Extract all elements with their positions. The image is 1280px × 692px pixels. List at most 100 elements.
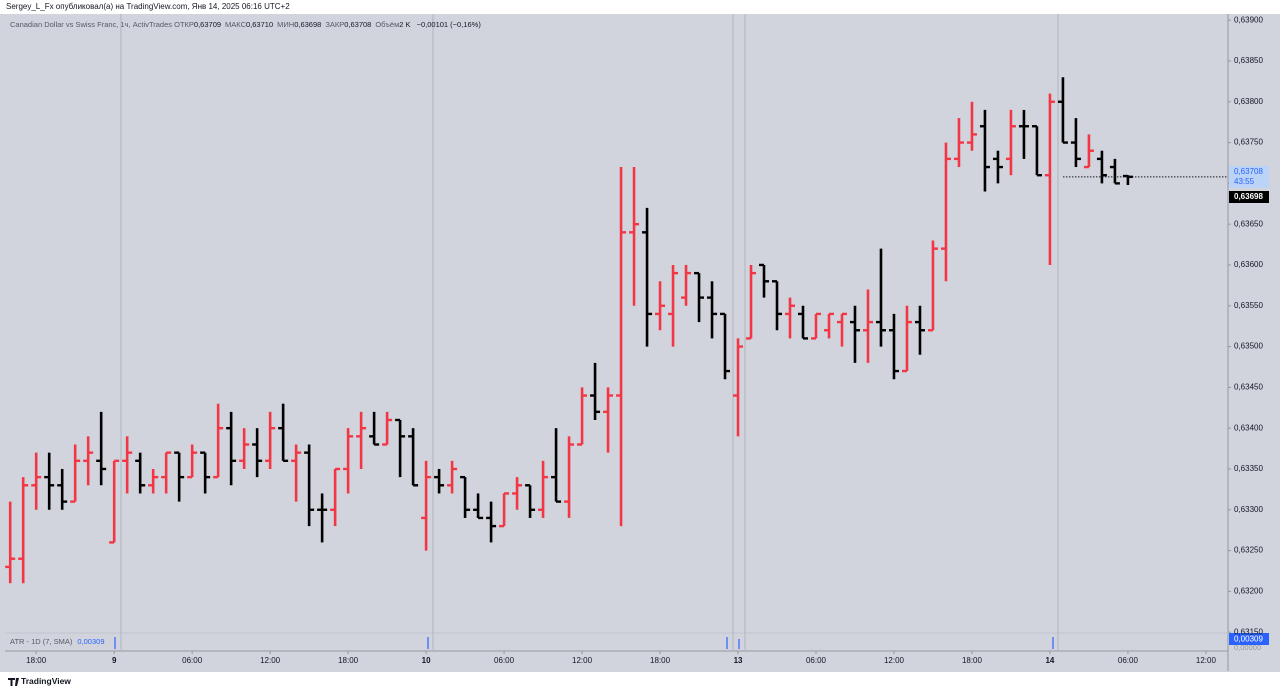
- ohlc-bar: [992, 150, 1003, 184]
- ohlc-bar: [681, 264, 692, 306]
- symbol: Canadian Dollar vs Swiss Franc, 1ч, Acti…: [10, 20, 173, 29]
- ohlc-bar: [317, 493, 328, 543]
- ohlc-bar: [1109, 158, 1120, 185]
- atr-title: ATR - 1D (7, SMA): [10, 637, 73, 646]
- ohlc-bar: [694, 271, 705, 323]
- ohlc-bar: [304, 444, 315, 527]
- x-tick-label: 12:00: [884, 656, 905, 665]
- ohlc-bar: [1096, 150, 1107, 184]
- x-tick-label: 06:00: [182, 656, 203, 665]
- ohlc-bar: [1031, 125, 1042, 177]
- ohlc-bar: [798, 305, 809, 340]
- field-label: МАКС: [225, 20, 246, 29]
- ohlc-bar: [356, 411, 367, 469]
- y-tick-label: 0,63150: [1234, 627, 1263, 636]
- y-tick-label: 0,63550: [1234, 301, 1263, 310]
- ohlc-bar: [408, 428, 419, 487]
- ohlc-bar: [642, 207, 653, 347]
- ohlc-bar: [538, 460, 549, 518]
- ohlc-bar: [213, 403, 224, 479]
- field-label: Объём: [375, 20, 400, 29]
- ohlc-bar: [278, 403, 289, 463]
- x-tick-label: 13: [734, 656, 743, 665]
- atr-legend: ATR - 1D (7, SMA) 0,00309: [10, 637, 105, 646]
- ohlc-bar: [1005, 109, 1016, 176]
- ohlc-bar: [914, 305, 925, 355]
- ohlc-bar: [18, 477, 29, 584]
- ohlc-bar: [720, 312, 731, 380]
- field-value: 0,63710: [246, 20, 274, 29]
- ohlc-bar: [70, 444, 81, 503]
- low-marker-label: 0,63698: [1234, 192, 1263, 201]
- ohlc-bar: [265, 411, 276, 469]
- field-value: 2 K: [399, 20, 411, 29]
- ohlc-bar: [927, 240, 938, 332]
- ohlc-fields: ОТКР0,63709 МАКС0,63710 МИН0,63698 ЗАКР0,63…: [174, 20, 414, 29]
- y-tick-label: 0,63500: [1234, 342, 1263, 351]
- ohlc-bar: [5, 501, 16, 584]
- ohlc-bar: [122, 436, 133, 494]
- brand-logo: [8, 678, 19, 686]
- legend: Canadian Dollar vs Swiss Franc, 1ч, Acti…: [10, 20, 481, 29]
- field-value: 0,63708: [344, 20, 372, 29]
- y-tick-label: 0,63900: [1234, 15, 1263, 24]
- ohlc-bar: [940, 142, 951, 282]
- y-tick-label: 0,63850: [1234, 56, 1263, 65]
- ohlc-bar: [823, 312, 834, 339]
- ohlc-bar: [811, 312, 822, 340]
- ohlc-bar: [486, 501, 497, 543]
- ohlc-bar: [252, 428, 263, 478]
- ohlc-bar: [733, 338, 744, 437]
- field-label: ЗАКР: [325, 20, 345, 29]
- field-value: 0,63698: [294, 20, 322, 29]
- x-tick-label: 06:00: [494, 656, 515, 665]
- ohlc-bar: [525, 484, 536, 518]
- ohlc-bar: [785, 297, 796, 339]
- ohlc-bar: [888, 313, 899, 380]
- ohlc-bar: [96, 411, 107, 486]
- ohlc-bar: [174, 451, 185, 502]
- x-tick-label: 06:00: [1118, 656, 1139, 665]
- ohlc-bar: [226, 411, 237, 486]
- x-tick-label: 10: [422, 656, 431, 665]
- ohlc-bar: [590, 362, 601, 421]
- x-tick-label: 12:00: [260, 656, 281, 665]
- chart-background: [0, 14, 1280, 672]
- ohlc-bar: [603, 387, 614, 453]
- ohlc-bar: [447, 460, 458, 494]
- ohlc-bar: [577, 387, 588, 446]
- x-tick-label: 06:00: [806, 656, 827, 665]
- atr-axis-label: 0,00309: [1234, 635, 1263, 644]
- ohlc-bar: [291, 444, 302, 502]
- y-tick-label: 0,63650: [1234, 219, 1263, 228]
- y-tick-label: 0,63400: [1234, 423, 1263, 432]
- field-label: ОТКР: [174, 20, 194, 29]
- ohlc-bar: [161, 451, 172, 494]
- brand: TradingView: [21, 676, 71, 686]
- ohlc-bar: [460, 475, 471, 518]
- atr-axis-box: [1229, 633, 1269, 645]
- atr-markers: [114, 637, 1054, 649]
- ohlc-bar: [382, 411, 393, 446]
- x-tick-label: 12:00: [1196, 656, 1217, 665]
- ohlc-bar: [1044, 93, 1055, 265]
- session-separators: [120, 14, 1059, 651]
- ohlc-bar: [655, 281, 666, 331]
- low-marker-box: [1229, 190, 1269, 203]
- ohlc-bar: [564, 436, 575, 518]
- ohlc-bar: [44, 452, 55, 510]
- ohlc-bar: [875, 248, 886, 347]
- x-tick-label: 12:00: [572, 656, 593, 665]
- x-tick-label: 18:00: [962, 656, 983, 665]
- change: −0,00101 (−0,16%): [416, 20, 481, 29]
- x-tick-label: 9: [112, 656, 117, 665]
- ohlc-bar: [1083, 134, 1094, 169]
- ohlc-bar: [239, 428, 250, 469]
- ohlc-bar: [759, 263, 770, 298]
- y-tick-label: 0,63450: [1234, 382, 1263, 391]
- ohlc-bar: [473, 493, 484, 520]
- ohlc-bar: [979, 109, 990, 192]
- ohlc-bar: [57, 468, 68, 510]
- ohlc-bar: [1018, 109, 1029, 159]
